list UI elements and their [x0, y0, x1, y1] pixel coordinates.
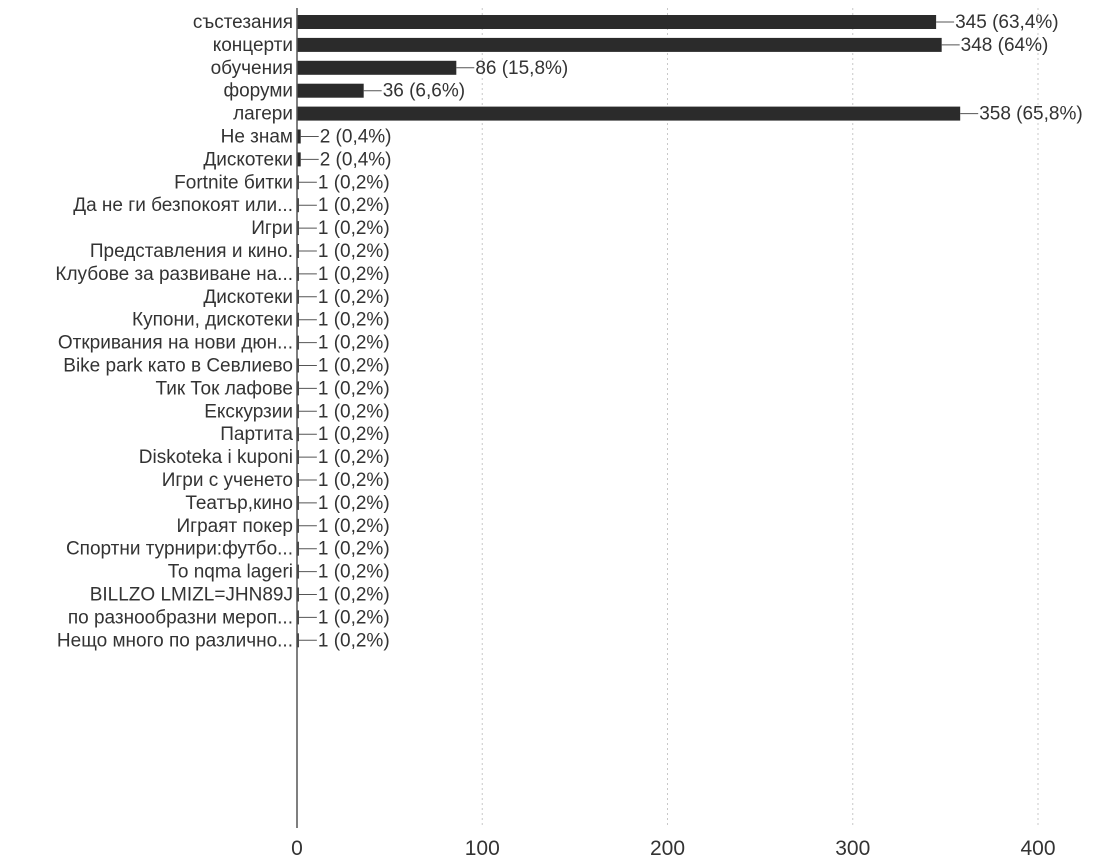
value-label: 1 (0,2%) [318, 241, 390, 262]
x-axis-ticks: 0 100 200 300 400 [291, 837, 1055, 860]
bar [297, 404, 299, 419]
bar [297, 266, 299, 281]
value-label: 1 (0,2%) [318, 218, 390, 239]
category-label: Fortnite битки [174, 172, 293, 193]
x-tick-label: 100 [465, 837, 500, 860]
value-label: 348 (64%) [961, 35, 1049, 56]
category-labels: състезанияконцертиобученияфорумилагериНе… [55, 12, 293, 651]
bar [297, 198, 299, 213]
value-label: 1 (0,2%) [318, 333, 390, 354]
value-label: 1 (0,2%) [318, 195, 390, 216]
value-label: 1 (0,2%) [318, 562, 390, 583]
x-tick-label: 300 [835, 837, 870, 860]
category-label: Тик Ток лафове [155, 378, 293, 399]
category-label: състезания [193, 12, 293, 33]
value-label: 358 (65,8%) [979, 104, 1083, 125]
category-label: Да не ги безпокоят или... [73, 195, 293, 216]
bar [297, 381, 299, 396]
bar [297, 427, 299, 442]
gridlines [481, 8, 1039, 828]
bar [297, 129, 301, 144]
value-label: 1 (0,2%) [318, 447, 390, 468]
value-label: 1 (0,2%) [318, 356, 390, 377]
category-label: То nqma lageri [168, 562, 293, 583]
value-label: 2 (0,4%) [320, 149, 392, 170]
value-label: 1 (0,2%) [318, 607, 390, 628]
bar [297, 358, 299, 373]
value-label: 1 (0,2%) [318, 585, 390, 606]
category-label: Diskoteka i kuponi [139, 447, 293, 468]
x-tick-label: 200 [650, 837, 685, 860]
value-label: 36 (6,6%) [383, 81, 465, 102]
bar [297, 518, 299, 533]
category-label: обучения [211, 58, 293, 79]
category-label: лагери [233, 104, 293, 125]
bar [297, 587, 299, 602]
category-label: Дискотеки [203, 149, 293, 170]
bar [297, 83, 364, 98]
category-label: Играят покер [176, 516, 293, 537]
value-label: 2 (0,4%) [320, 127, 392, 148]
category-label: Театър,кино [185, 493, 293, 514]
value-label: 1 (0,2%) [318, 310, 390, 331]
bar [297, 564, 299, 579]
value-label: 1 (0,2%) [318, 493, 390, 514]
bar [297, 221, 299, 236]
value-label: 1 (0,2%) [318, 630, 390, 651]
bar [297, 335, 299, 350]
bar [297, 610, 299, 625]
bar [297, 495, 299, 510]
x-tick-label: 0 [291, 837, 303, 860]
bar [297, 244, 299, 258]
category-label: Екскурзии [204, 401, 293, 422]
value-label: 1 (0,2%) [318, 470, 390, 491]
bar [297, 633, 299, 648]
value-label: 1 (0,2%) [318, 287, 390, 308]
value-label: 1 (0,2%) [318, 516, 390, 537]
category-label: форуми [223, 81, 293, 102]
bar [297, 106, 961, 121]
category-label: Bike park като в Севлиево [63, 356, 293, 377]
x-tick-label: 400 [1020, 837, 1055, 860]
value-label: 1 (0,2%) [318, 264, 390, 285]
value-label: 1 (0,2%) [318, 401, 390, 422]
value-label: 86 (15,8%) [475, 58, 568, 79]
category-label: концерти [213, 35, 293, 56]
value-label: 345 (63,4%) [955, 12, 1059, 33]
category-label: Купони, дискотеки [132, 310, 293, 331]
bar [297, 289, 299, 304]
bar [297, 60, 457, 75]
category-label: Клубове за развиване на... [55, 264, 293, 285]
category-label: Партита [220, 424, 293, 445]
category-label: BILLZO LMIZL=JHN89J [90, 585, 293, 606]
value-label: 1 (0,2%) [318, 172, 390, 193]
category-label: Дискотеки [203, 287, 293, 308]
bar [297, 37, 942, 52]
bar [297, 312, 299, 327]
category-label: Игри [251, 218, 293, 239]
category-label: Игри с ученето [162, 470, 293, 491]
bar [297, 541, 299, 556]
category-label: Нещо много по различно... [57, 630, 293, 651]
bar [297, 473, 299, 487]
bars [297, 15, 961, 648]
bar [297, 152, 301, 167]
value-label: 1 (0,2%) [318, 424, 390, 445]
value-label: 1 (0,2%) [318, 378, 390, 399]
bar [297, 450, 299, 465]
category-label: Спортни турнири:футбо... [66, 539, 293, 560]
bar [297, 175, 299, 190]
value-labels: 345 (63,4%)348 (64%) 86 (15,8%) 36 (6,6%) 3… [298, 12, 1083, 651]
category-label: по разнообразни мероп... [68, 607, 293, 628]
category-label: Не знам [221, 127, 293, 148]
category-label: Откривания на нови дюн... [58, 333, 293, 354]
bar [297, 15, 937, 29]
value-label: 1 (0,2%) [318, 539, 390, 560]
category-label: Представления и кино. [90, 241, 293, 262]
